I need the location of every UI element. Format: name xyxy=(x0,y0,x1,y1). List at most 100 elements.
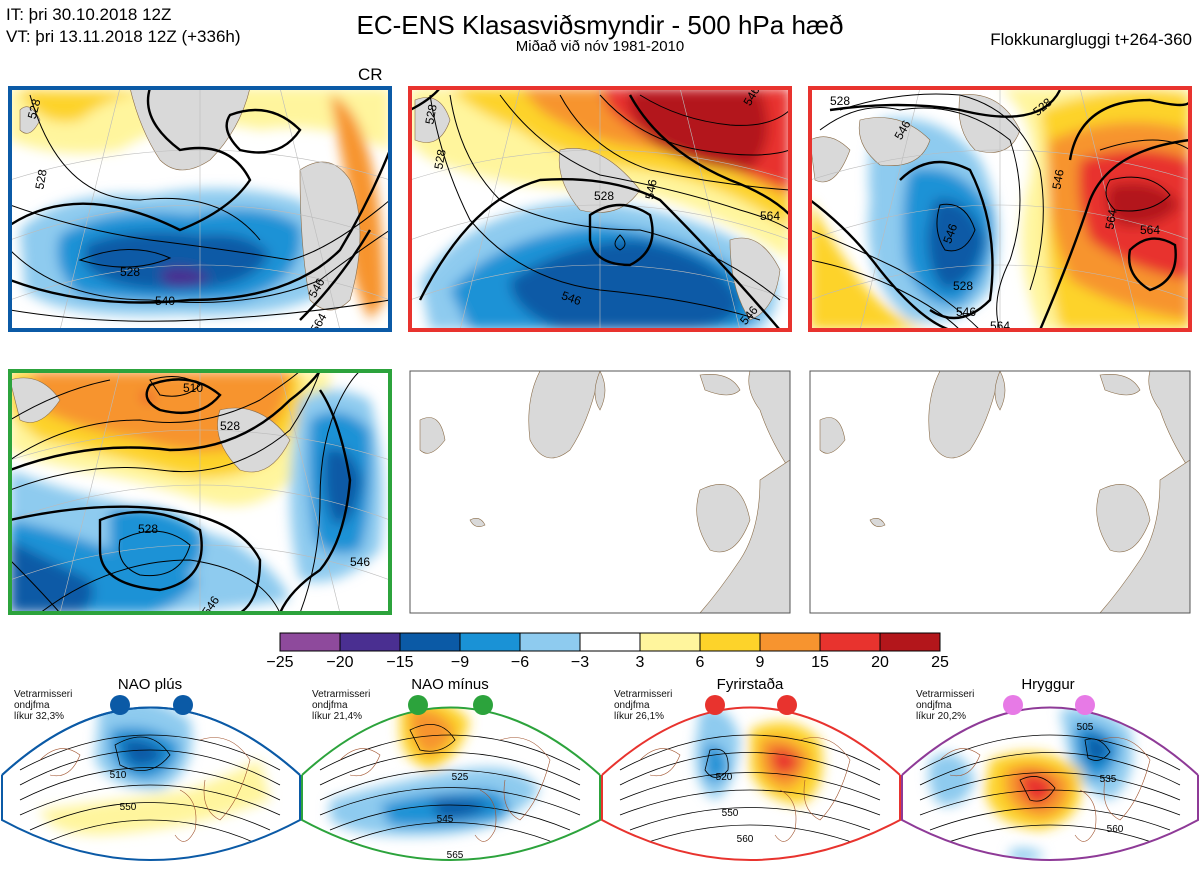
colorbar-tick: 6 xyxy=(695,654,705,671)
regime-blocking-frame xyxy=(601,706,901,861)
cluster-1-contour-label: 528 xyxy=(32,168,49,190)
regime-nao-minus-contour-label: 525 xyxy=(452,772,469,783)
cluster-4-contour-label: 546 xyxy=(350,555,370,569)
regime-ridge-dot xyxy=(1075,695,1095,715)
colorbar-swatch xyxy=(519,632,581,652)
regime-mean: ondjfma xyxy=(916,700,952,711)
cluster-4-contour-label: 510 xyxy=(183,381,203,395)
regime-blocking-title: Fyrirstaða xyxy=(716,676,784,693)
header-info: IT: þri 30.10.2018 12Z VT: þri 13.11.201… xyxy=(6,4,241,48)
cluster-3-contour-label: 546 xyxy=(1049,168,1066,190)
classification-window: Flokkunargluggi t+264-360 xyxy=(990,30,1192,49)
colorbar-swatch xyxy=(879,632,941,652)
cluster-2-contour-label: 546 xyxy=(560,288,584,308)
cluster-3-contour-label: 528 xyxy=(830,94,850,108)
empty-map-5 xyxy=(410,371,790,613)
empty-map-6-frame xyxy=(809,370,1191,614)
regime-nao-plus-info: Vetrarmisseri ondjfma líkur 32,3% xyxy=(14,689,72,722)
regime-ridge-title: Hryggur xyxy=(1021,676,1075,693)
regime-nao-plus-frame xyxy=(1,706,301,861)
regime-ridge-info: Vetrarmisseri ondjfma líkur 20,2% xyxy=(916,689,974,722)
cluster-3-contour-label: 564 xyxy=(1102,208,1119,230)
cluster-1-contour-label: 528 xyxy=(120,265,140,279)
cluster-2-contour-label: 546 xyxy=(642,178,659,200)
regime-mean: ondjfma xyxy=(312,700,348,711)
cluster-4-contour-label: 528 xyxy=(138,522,158,536)
colorbar-swatch xyxy=(639,632,701,652)
regime-nao-minus-dot xyxy=(408,695,428,715)
cluster-2-contour-label: 564 xyxy=(760,209,780,223)
regime-probability: líkur 32,3% xyxy=(14,711,65,722)
regime-nao-minus-frame xyxy=(301,706,601,861)
regime-blocking-info: Vetrarmisseri ondjfma líkur 26,1% xyxy=(614,689,672,722)
regime-mean: ondjfma xyxy=(14,700,50,711)
colorbar-swatch xyxy=(339,632,401,652)
colorbar-tick: 9 xyxy=(755,654,765,671)
cluster-3-contour-label-inner: 546 xyxy=(940,222,960,246)
cluster-1-map: 528 528 540 546 528 564 xyxy=(10,88,390,330)
cluster-4-contour-label: 528 xyxy=(220,419,240,433)
colorbar-tick: 15 xyxy=(811,654,829,671)
regime-mean: ondjfma xyxy=(614,700,650,711)
cluster-2-contour-label: 528 xyxy=(594,189,614,203)
page-title: EC-ENS Klasasviðsmyndir - 500 hPa hæð xyxy=(356,10,844,40)
colorbar-tick: 20 xyxy=(871,654,889,671)
regime-season: Vetrarmisseri xyxy=(312,689,371,700)
colorbar-tick: −20 xyxy=(326,654,354,671)
empty-map-5-frame xyxy=(409,370,791,614)
colorbar-tick: 3 xyxy=(635,654,645,671)
regime-probability: líkur 26,1% xyxy=(614,711,665,722)
cluster-3-frame xyxy=(808,86,1192,332)
regime-ridge-contour-label: 505 xyxy=(1077,722,1094,733)
colorbar-swatch xyxy=(279,632,341,652)
regime-nao-plus-title: NAO plús xyxy=(117,676,183,693)
cluster-3-contour-label: 564 xyxy=(1140,223,1160,237)
regime-nao-minus-dot xyxy=(473,695,493,715)
cluster-3-contour-label: 546 xyxy=(956,305,976,319)
regime-blocking-dot xyxy=(777,695,797,715)
colorbar-swatch xyxy=(579,632,641,652)
regime-blocking-dot xyxy=(705,695,725,715)
colorbar-tick: −15 xyxy=(386,654,414,671)
regime-blocking-contour-label: 550 xyxy=(722,808,739,819)
regime-ridge-dot xyxy=(1003,695,1023,715)
cluster-2-frame xyxy=(408,86,792,332)
colorbar-swatch xyxy=(819,632,881,652)
regime-season: Vetrarmisseri xyxy=(614,689,673,700)
cluster-1-contour-label: 528 xyxy=(25,97,44,120)
regime-probability: líkur 20,2% xyxy=(916,711,967,722)
colorbar-tick: −3 xyxy=(570,654,590,671)
colorbar-swatch xyxy=(459,632,521,652)
cluster-1-frame xyxy=(8,86,392,332)
cluster-4-frame xyxy=(8,369,392,615)
regime-nao-plus-contour-label: 550 xyxy=(120,802,137,813)
regime-probability: líkur 21,4% xyxy=(312,711,363,722)
colorbar-tick: −6 xyxy=(510,654,530,671)
page-subtitle: Miðað við nóv 1981-2010 xyxy=(515,38,685,55)
regime-season: Vetrarmisseri xyxy=(14,689,73,700)
colorbar-swatch xyxy=(399,632,461,652)
regime-blocking-contour-label: 560 xyxy=(737,834,754,845)
colorbar-swatch xyxy=(699,632,761,652)
valid-time: VT: þri 13.11.2018 12Z (+336h) xyxy=(6,27,241,46)
regime-nao-minus-contour-label: 565 xyxy=(447,850,464,861)
regime-ridge-frame xyxy=(901,706,1199,861)
cluster-3-map: 528 528 546 546 528 564 564 546 564 546 xyxy=(810,88,1190,330)
regime-season: Vetrarmisseri xyxy=(916,689,975,700)
cluster-1-tag: CR xyxy=(358,65,383,84)
cluster-2-map: 528 528 546 564 546 528 546 546 xyxy=(410,88,790,330)
regime-ridge-contour-label: 535 xyxy=(1100,774,1117,785)
regime-nao-plus-dot xyxy=(110,695,130,715)
cluster-1-contour-label: 540 xyxy=(155,294,175,308)
regime-nao-minus-info: Vetrarmisseri ondjfma líkur 21,4% xyxy=(312,689,370,722)
colorbar-tick: −9 xyxy=(450,654,470,671)
regime-nao-plus-dot xyxy=(173,695,193,715)
regime-nao-minus-title: NAO mínus xyxy=(411,676,489,693)
regime-nao-minus-contour-label: 545 xyxy=(437,814,454,825)
cluster-2-contour-label: 528 xyxy=(431,148,448,170)
cluster-3-contour-label: 528 xyxy=(953,279,973,293)
regime-nao-plus-contour-label: 510 xyxy=(110,770,127,781)
empty-map-6 xyxy=(810,371,1190,613)
colorbar xyxy=(279,632,941,652)
